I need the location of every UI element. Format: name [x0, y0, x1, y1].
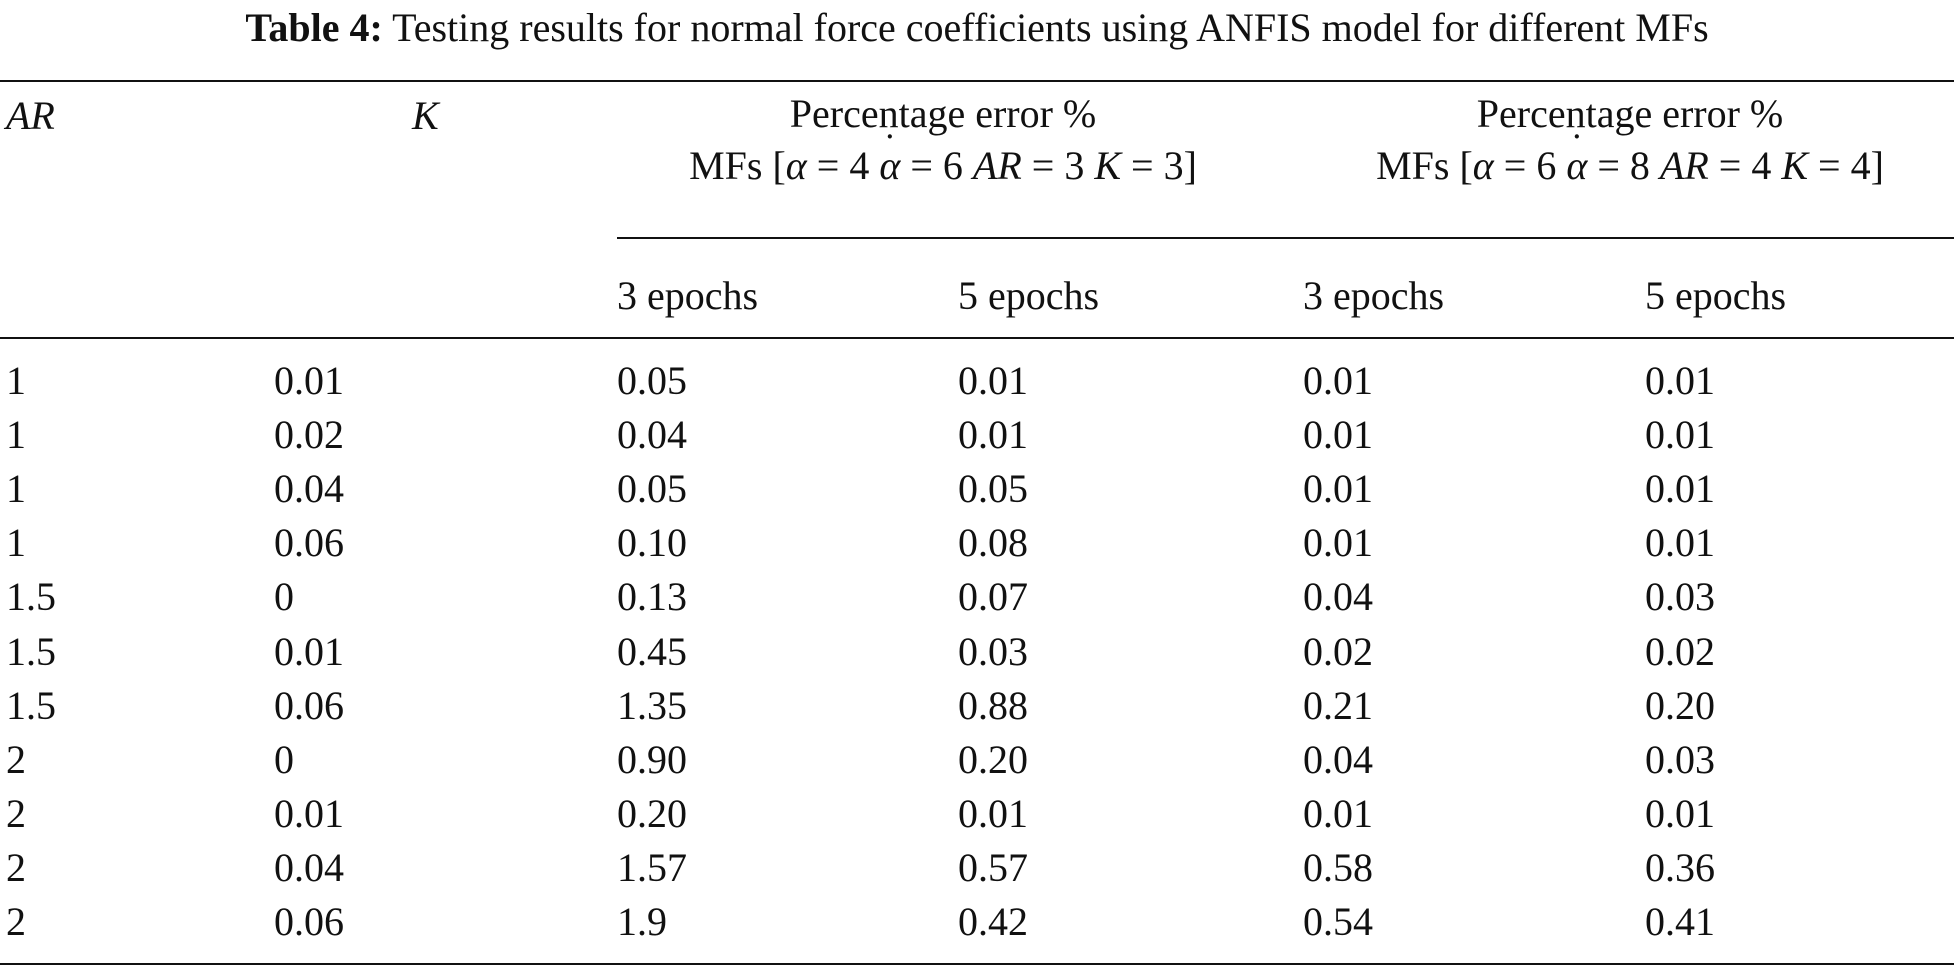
- cell-mf2-3ep: 0.02: [1303, 629, 1373, 674]
- cell-mf1-3ep: 0.20: [617, 791, 687, 836]
- cell-mf2-3ep: 0.04: [1303, 574, 1373, 619]
- group-header-2: Percentage error % MFs [α = 6 α = 8 AR =…: [1306, 88, 1954, 192]
- cell-mf1-3ep: 0.05: [617, 466, 687, 511]
- cell-k: 0: [274, 574, 294, 619]
- group-header-1: Percentage error % MFs [α = 4 α = 6 AR =…: [617, 88, 1269, 192]
- cell-mf1-5ep: 0.05: [958, 466, 1028, 511]
- cell-k: 0.02: [274, 412, 344, 457]
- cell-mf1-3ep: 1.57: [617, 845, 687, 890]
- col-header-ar: AR: [6, 93, 55, 138]
- cell-mf1-5ep: 0.01: [958, 412, 1028, 457]
- cell-mf1-5ep: 0.07: [958, 574, 1028, 619]
- caption-text: Testing results for normal force coeffic…: [392, 5, 1709, 50]
- cell-mf1-3ep: 0.05: [617, 358, 687, 403]
- bottom-rule: [0, 963, 1954, 965]
- cell-mf2-5ep: 0.41: [1645, 899, 1715, 944]
- cell-mf2-3ep: 0.54: [1303, 899, 1373, 944]
- cell-mf1-5ep: 0.57: [958, 845, 1028, 890]
- cell-mf2-5ep: 0.01: [1645, 412, 1715, 457]
- cell-mf1-5ep: 0.08: [958, 520, 1028, 565]
- cell-mf1-5ep: 0.20: [958, 737, 1028, 782]
- caption-label: Table 4:: [245, 5, 383, 50]
- cell-ar: 1: [6, 520, 26, 565]
- cell-mf2-5ep: 0.02: [1645, 629, 1715, 674]
- cell-mf1-3ep: 0.13: [617, 574, 687, 619]
- table-caption: Table 4: Testing results for normal forc…: [0, 2, 1954, 54]
- header-bottom-rule: [0, 337, 1954, 339]
- cell-mf2-3ep: 0.01: [1303, 358, 1373, 403]
- cell-ar: 1.5: [6, 629, 56, 674]
- cell-mf1-3ep: 1.35: [617, 683, 687, 728]
- cell-k: 0.06: [274, 520, 344, 565]
- cell-ar: 2: [6, 791, 26, 836]
- cell-k: 0.04: [274, 845, 344, 890]
- cell-ar: 1: [6, 358, 26, 403]
- group-1-mfs: MFs [α = 4 α = 6 AR = 3 K = 3]: [617, 140, 1269, 192]
- cell-mf2-3ep: 0.01: [1303, 466, 1373, 511]
- cell-ar: 1: [6, 412, 26, 457]
- cell-mf2-3ep: 0.01: [1303, 412, 1373, 457]
- cell-mf2-5ep: 0.01: [1645, 520, 1715, 565]
- cell-k: 0.06: [274, 683, 344, 728]
- group-2-mfs: MFs [α = 6 α = 8 AR = 4 K = 4]: [1306, 140, 1954, 192]
- sub-header-3-epochs: 3 epochs: [617, 273, 759, 318]
- cell-mf2-3ep: 0.01: [1303, 520, 1373, 565]
- cell-k: 0.04: [274, 466, 344, 511]
- cell-k: 0.06: [274, 899, 344, 944]
- cell-mf1-3ep: 1.9: [617, 899, 667, 944]
- cell-mf2-5ep: 0.20: [1645, 683, 1715, 728]
- group-2-title: Percentage error %: [1476, 91, 1784, 136]
- cell-k: 0.01: [274, 358, 344, 403]
- col-header-k: K: [412, 93, 439, 138]
- cell-mf2-5ep: 0.03: [1645, 737, 1715, 782]
- cell-k: 0.01: [274, 791, 344, 836]
- cell-mf1-3ep: 0.90: [617, 737, 687, 782]
- top-rule: [0, 80, 1954, 82]
- cell-k: 0.01: [274, 629, 344, 674]
- cell-mf1-5ep: 0.88: [958, 683, 1028, 728]
- cell-mf1-5ep: 0.01: [958, 791, 1028, 836]
- cell-mf1-5ep: 0.01: [958, 358, 1028, 403]
- cell-mf2-5ep: 0.01: [1645, 358, 1715, 403]
- cell-mf2-5ep: 0.36: [1645, 845, 1715, 890]
- cell-mf2-3ep: 0.04: [1303, 737, 1373, 782]
- cell-mf1-3ep: 0.10: [617, 520, 687, 565]
- group-rule: [617, 237, 1954, 239]
- cell-ar: 2: [6, 737, 26, 782]
- cell-mf1-5ep: 0.03: [958, 629, 1028, 674]
- sub-header-5-epochs: 5 epochs: [1645, 273, 1787, 318]
- cell-mf1-3ep: 0.04: [617, 412, 687, 457]
- sub-header-5-epochs: 5 epochs: [958, 273, 1100, 318]
- cell-mf2-5ep: 0.03: [1645, 574, 1715, 619]
- cell-mf2-5ep: 0.01: [1645, 466, 1715, 511]
- cell-ar: 2: [6, 845, 26, 890]
- cell-mf2-5ep: 0.01: [1645, 791, 1715, 836]
- cell-mf1-3ep: 0.45: [617, 629, 687, 674]
- cell-mf2-3ep: 0.58: [1303, 845, 1373, 890]
- cell-mf1-5ep: 0.42: [958, 899, 1028, 944]
- cell-ar: 1: [6, 466, 26, 511]
- cell-mf2-3ep: 0.01: [1303, 791, 1373, 836]
- cell-k: 0: [274, 737, 294, 782]
- cell-mf2-3ep: 0.21: [1303, 683, 1373, 728]
- cell-ar: 2: [6, 899, 26, 944]
- cell-ar: 1.5: [6, 574, 56, 619]
- cell-ar: 1.5: [6, 683, 56, 728]
- group-1-title: Percentage error %: [789, 91, 1097, 136]
- sub-header-3-epochs: 3 epochs: [1303, 273, 1445, 318]
